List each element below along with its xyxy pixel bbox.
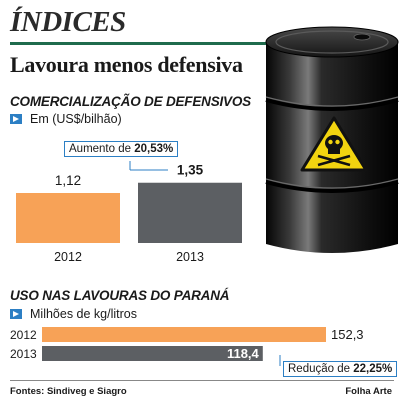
chart2-annotation: Redução de 22,25% <box>283 361 398 377</box>
chart1-category-label-2013: 2013 <box>176 250 204 264</box>
chart2-annotation-prefix: Redução de <box>288 363 354 375</box>
chart1-value-label-2013: 1,35 <box>177 163 204 178</box>
chart1-unit: Em (US$/bilhão) <box>30 112 122 126</box>
headline: Lavoura menos defensiva <box>10 52 243 77</box>
chart1-bar-2012 <box>16 193 120 243</box>
chart2-annotation-value: 22,25% <box>353 363 393 375</box>
footer-rule <box>10 380 394 381</box>
arrow-right-icon <box>10 114 22 124</box>
toxic-barrel-icon <box>265 26 399 253</box>
section-name: ÍNDICES <box>10 6 126 38</box>
credit: Folha Arte <box>345 386 392 397</box>
chart2-title: USO NAS LAVOURAS DO PARANÁ <box>10 288 230 303</box>
chart1-annotation: Aumento de 20,53% <box>64 141 179 157</box>
chart1-annotation-prefix: Aumento de <box>69 143 135 155</box>
chart1-category-label-2012: 2012 <box>54 250 82 264</box>
chart1-bar-2013 <box>138 182 242 243</box>
arrow-right-icon <box>10 309 22 319</box>
chart2-unit: Milhões de kg/litros <box>30 307 137 321</box>
chart1-annotation-value: 20,53% <box>134 143 174 155</box>
header-rule <box>10 42 288 45</box>
chart1-title: COMERCIALIZAÇÃO DE DEFENSIVOS <box>10 94 251 109</box>
sources: Fontes: Sindiveg e Siagro <box>10 386 127 397</box>
chart1-value-label-2012: 1,12 <box>55 173 81 188</box>
